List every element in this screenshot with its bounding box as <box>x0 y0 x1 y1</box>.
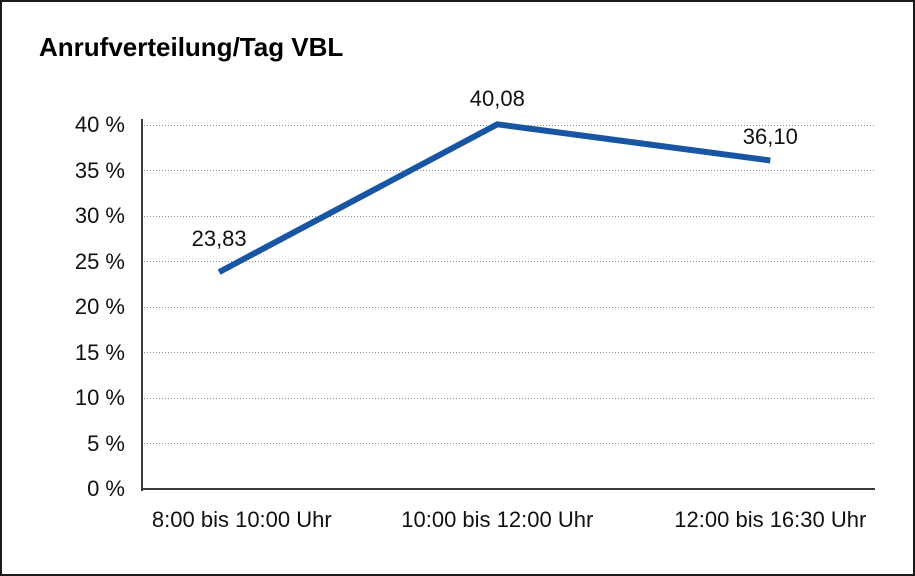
x-axis-category-label: 8:00 bis 10:00 Uhr <box>151 507 332 532</box>
gridline <box>144 352 875 353</box>
data-line-path <box>217 121 771 275</box>
y-axis-tick-label: 35 % <box>74 157 125 183</box>
x-axis-category-label: 10:00 bis 12:00 Uhr <box>401 507 594 532</box>
gridline <box>144 170 875 171</box>
gridline <box>144 306 875 308</box>
data-point-label: 36,10 <box>742 124 798 150</box>
gridline <box>144 261 875 262</box>
data-line <box>217 121 771 275</box>
x-axis-category-label: 12:00 bis 16:30 Uhr <box>674 507 867 532</box>
chart-title: Anrufverteilung/Tag VBL <box>39 32 344 62</box>
y-axis-tick-label: 10 % <box>74 385 125 410</box>
y-axis-tick-label: 25 % <box>74 248 125 274</box>
y-axis-tick-label: 0 % <box>87 476 125 501</box>
data-point-label: 40,08 <box>469 86 525 112</box>
y-axis-line <box>141 119 143 491</box>
y-axis-tick-label: 40 % <box>74 112 125 137</box>
gridline <box>144 397 875 399</box>
y-axis-tick-label: 30 % <box>74 203 125 228</box>
x-axis-line <box>141 488 875 490</box>
data-point-label: 23,83 <box>191 226 247 252</box>
y-axis-tick-label: 5 % <box>87 430 125 456</box>
gridline <box>144 215 875 217</box>
y-axis-tick-label: 20 % <box>74 294 125 319</box>
gridline <box>144 443 875 444</box>
y-axis-tick-label: 15 % <box>74 339 125 365</box>
